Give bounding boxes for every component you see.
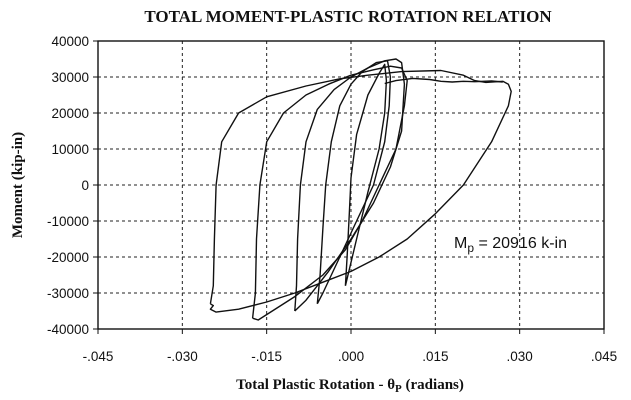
y-tick-label: 20000 xyxy=(51,106,89,121)
x-tick-label: -.030 xyxy=(167,349,198,364)
x-axis-label: Total Plastic Rotation - θP (radians) xyxy=(236,377,464,395)
x-axis-label-subscript: P xyxy=(395,383,402,395)
x-tick-label: -.045 xyxy=(83,349,114,364)
x-tick-label: -.015 xyxy=(251,349,282,364)
annotation-value: = 20916 k-in xyxy=(474,235,567,252)
annotation-subscript: p xyxy=(467,241,474,255)
hysteresis-loop-1 xyxy=(209,69,512,313)
x-axis-ticks: -.045 -.030 -.015 .000 .015 .030 .045 xyxy=(83,329,617,364)
y-tick-label: 0 xyxy=(81,178,89,193)
x-tick-label: .015 xyxy=(422,349,448,364)
y-axis-ticks: -40000 -30000 -20000 -10000 0 10000 20000 30000… xyxy=(47,34,98,337)
hysteresis-loop-6 xyxy=(384,77,503,85)
plastic-moment-annotation: Mp = 20916 k-in xyxy=(454,235,567,255)
y-tick-label: -10000 xyxy=(47,214,89,229)
y-axis-label: Moment (kip-in) xyxy=(10,132,26,238)
y-tick-label: 40000 xyxy=(51,34,89,49)
y-tick-label: -40000 xyxy=(47,322,89,337)
y-tick-label: -20000 xyxy=(47,250,89,265)
hysteresis-loop-3 xyxy=(294,58,406,312)
hysteresis-loop-5 xyxy=(344,63,388,286)
annotation-prefix: M xyxy=(454,235,467,252)
y-tick-label: -30000 xyxy=(47,286,89,301)
x-axis-label-main: Total Plastic Rotation - θ xyxy=(236,377,395,393)
x-tick-label: .030 xyxy=(507,349,533,364)
x-tick-label: .000 xyxy=(338,349,364,364)
hysteresis-loop-4 xyxy=(316,60,392,305)
y-tick-label: 10000 xyxy=(51,142,89,157)
hysteresis-curves xyxy=(209,58,512,321)
chart-title: TOTAL MOMENT-PLASTIC ROTATION RELATION xyxy=(144,7,552,26)
hysteresis-loop-2 xyxy=(251,65,408,321)
y-tick-label: 30000 xyxy=(51,70,89,85)
x-tick-label: .045 xyxy=(591,349,617,364)
x-axis-label-unit: (radians) xyxy=(406,377,464,393)
